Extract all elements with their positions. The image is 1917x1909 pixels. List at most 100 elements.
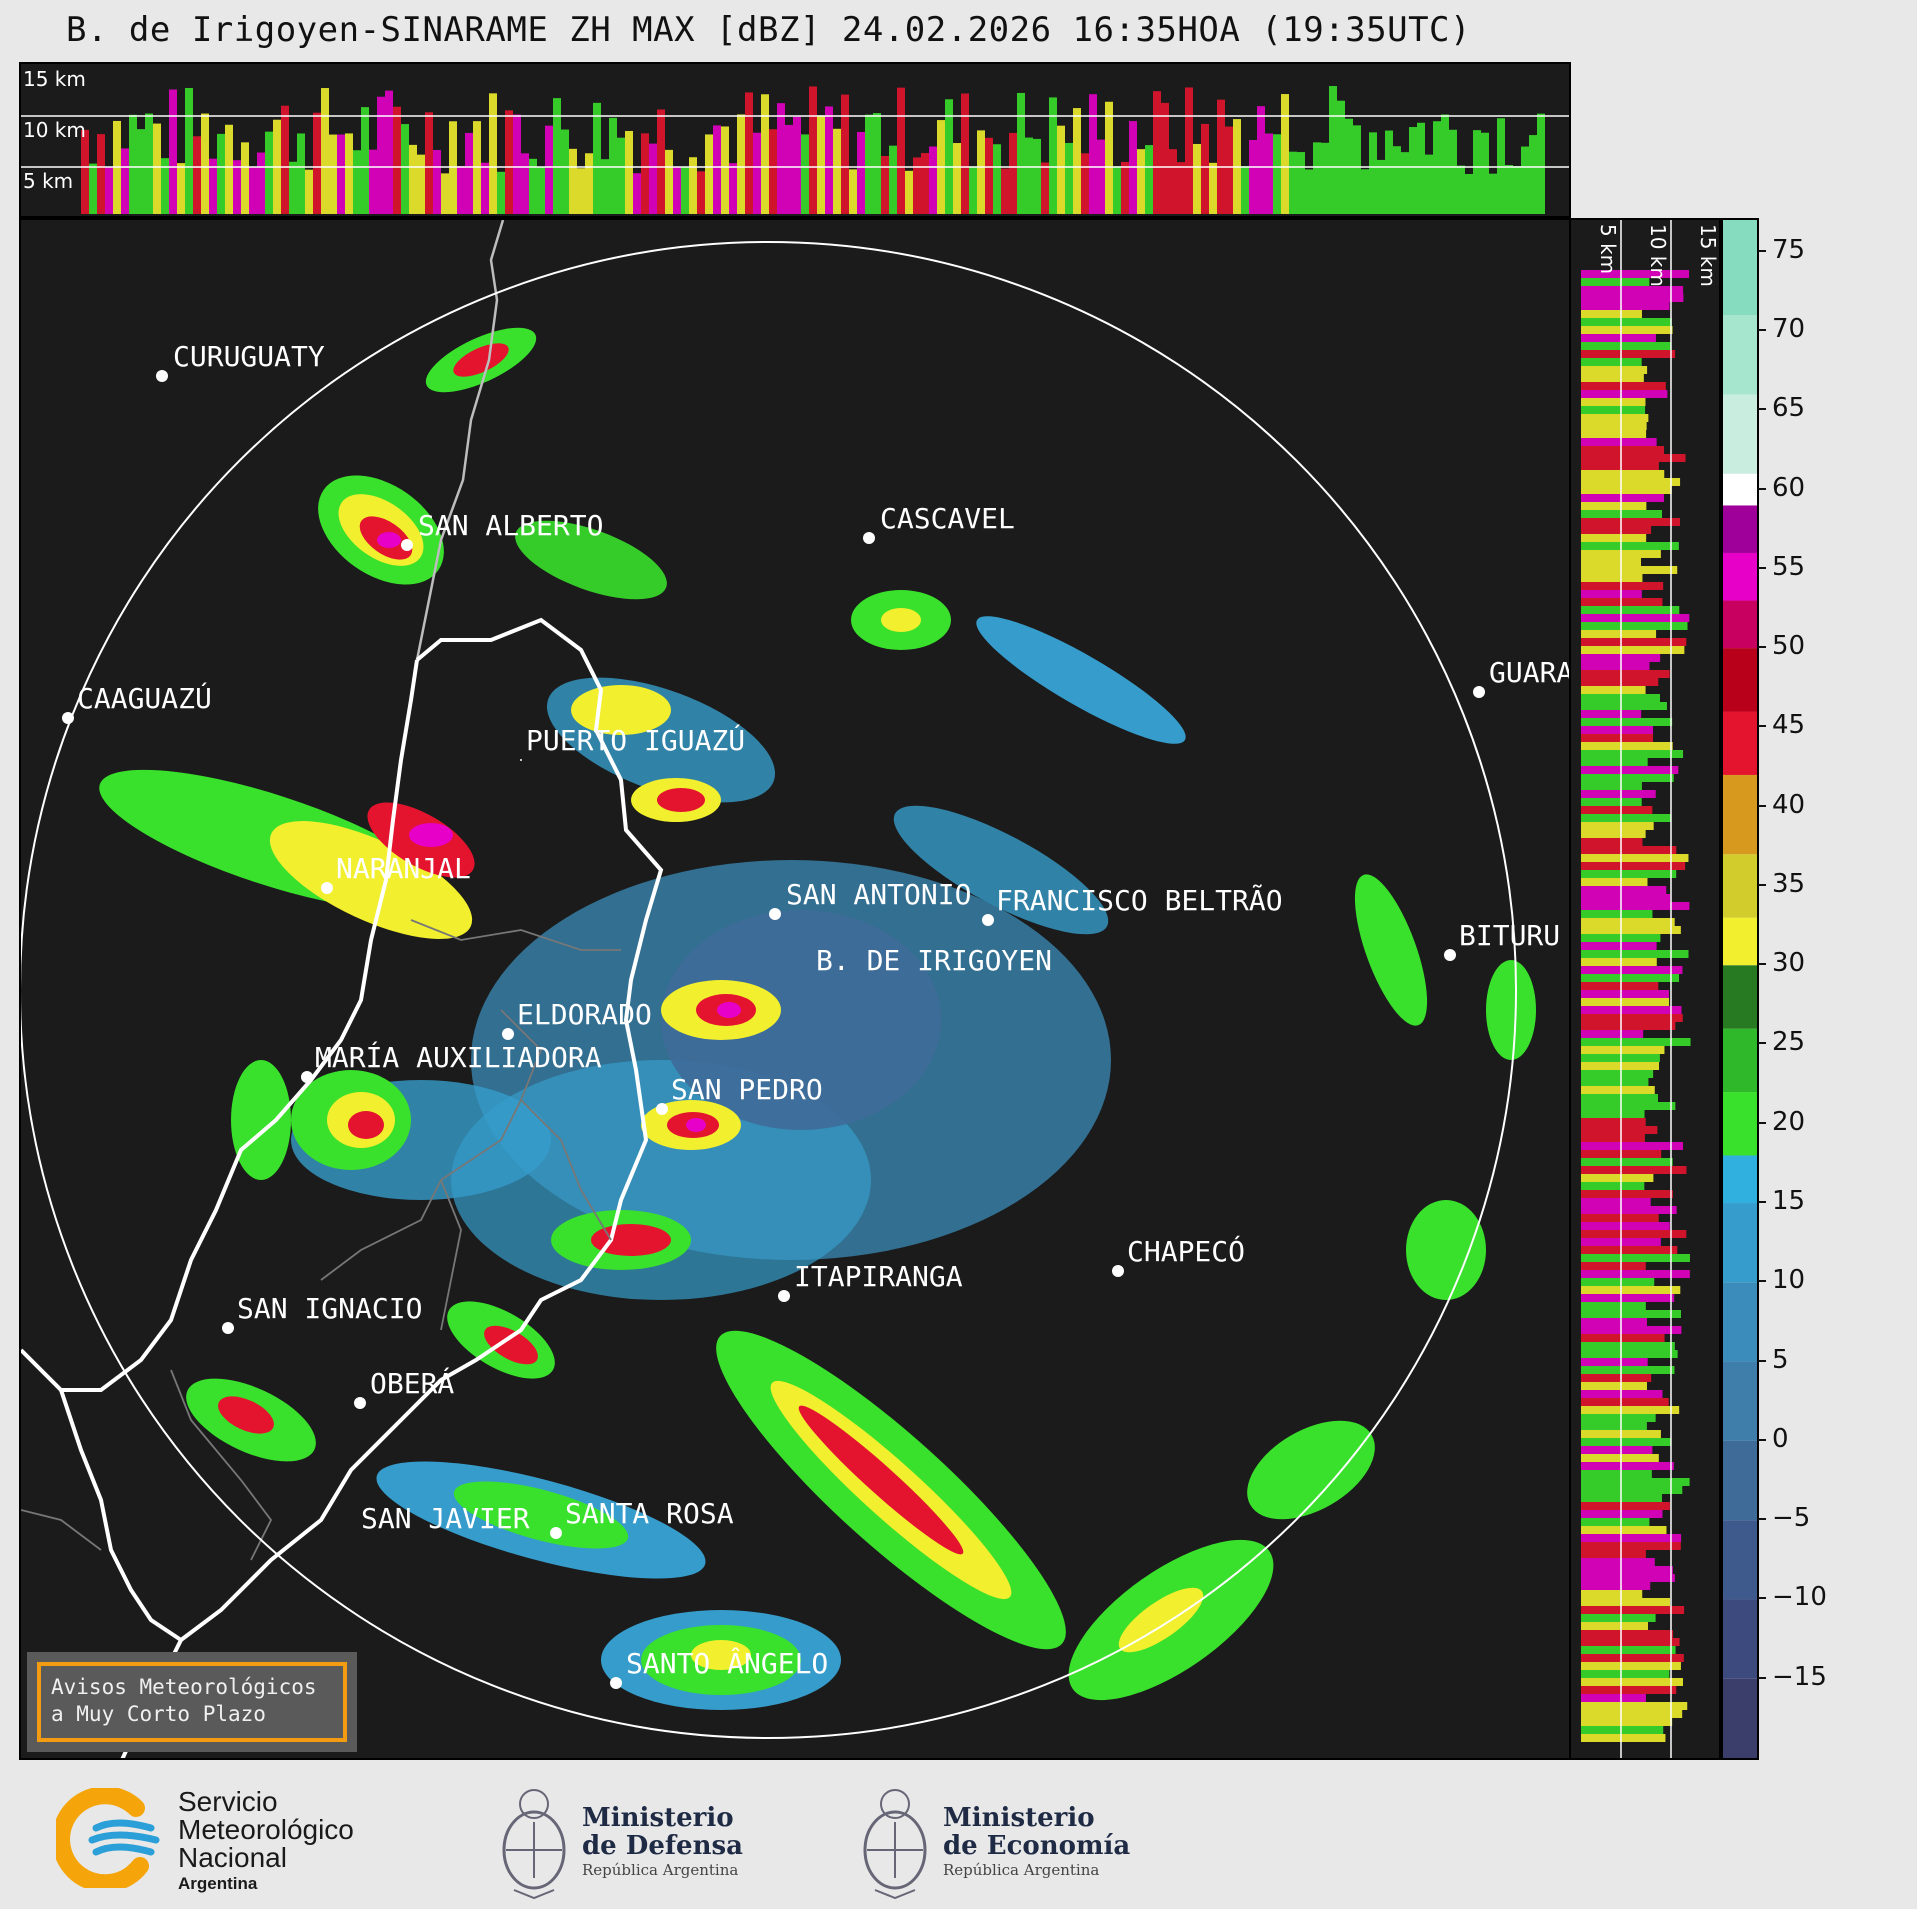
colorbar-band [1723, 1155, 1757, 1204]
map-borders [21, 220, 664, 1758]
colorbar-tick-label: 65 [1757, 393, 1805, 423]
svg-text:SANTO ÂNGELO: SANTO ÂNGELO [626, 1646, 828, 1680]
svg-text:SAN JAVIER: SAN JAVIER [361, 1502, 530, 1535]
svg-text:PUERTO IGUAZÚ: PUERTO IGUAZÚ [526, 723, 745, 757]
city-b-de-irigoyen: B. DE IRIGOYEN [816, 944, 1052, 977]
city-san-ignacio: SAN IGNACIO [222, 1292, 422, 1334]
city-francisco-beltrao: FRANCISCO BELTRÃO [982, 884, 1283, 926]
colorbar-band [1723, 965, 1757, 1029]
colorbar-tick-label: 75 [1757, 235, 1805, 265]
side-height-label-5km: 5 km [1596, 224, 1620, 274]
colorbar-tick-label: 45 [1757, 710, 1805, 740]
city-san-antonio: SAN ANTONIO [769, 878, 971, 920]
coat-of-arms-icon [502, 1789, 566, 1900]
colorbar-band [1723, 854, 1757, 918]
colorbar-band [1723, 774, 1757, 855]
colorbar-tick-label: −10 [1758, 1582, 1827, 1612]
colorbar-tick-label: −15 [1758, 1662, 1827, 1692]
colorbar-tick-label: 35 [1757, 869, 1805, 899]
smn-line3: Nacional [178, 1842, 287, 1873]
smn-line2: Meteorológico [178, 1814, 354, 1845]
defensa-line2: de Defensa [582, 1831, 743, 1861]
economia-line2: de Economía [943, 1831, 1131, 1861]
city-san-pedro: SAN PEDRO [656, 1073, 823, 1115]
colorbar-band [1723, 473, 1757, 506]
colorbar-tick-label: 0 [1758, 1424, 1789, 1454]
ministerio-economia-logo: Ministerio de Economía República Argenti… [855, 1782, 1145, 1902]
city-san-javier: SAN JAVIER [361, 1502, 530, 1535]
colorbar-band [1723, 1361, 1757, 1441]
colorbar-tick-label: 40 [1757, 790, 1805, 820]
colorbar-band [1723, 1028, 1757, 1093]
smn-logo-icon [56, 1788, 160, 1888]
top-height-label-15km: 15 km [23, 67, 86, 91]
city-caaguazu: CAAGUAZÚ [62, 681, 212, 724]
footer: Servicio Meteorológico Nacional Argentin… [0, 1760, 1917, 1909]
colorbar-band [1723, 711, 1757, 775]
city-puerto-iguazu: PUERTO IGUAZÚ [520, 723, 745, 761]
side-cross-section-panel: 5 km 10 km 15 km [1569, 218, 1721, 1760]
colorbar-band [1723, 1203, 1757, 1283]
side-cross-section-svg: 5 km 10 km 15 km [1581, 220, 1720, 1758]
svg-text:CAAGUAZÚ: CAAGUAZÚ [77, 681, 212, 715]
city-bituru: BITURU [1444, 919, 1560, 961]
coat-of-arms-icon [863, 1789, 927, 1900]
alert-box-inner: Avisos Meteorológicos a Muy Corto Plazo [37, 1662, 347, 1742]
reflectivity-echoes [99, 327, 1536, 1710]
economia-line3: República Argentina [943, 1861, 1100, 1879]
colorbar-band [1723, 1092, 1757, 1156]
top-cross-section-svg: 15 km 10 km 5 km [21, 67, 1569, 214]
svg-text:CASCAVEL: CASCAVEL [880, 502, 1015, 535]
dbz-colorbar [1721, 218, 1759, 1760]
alert-box[interactable]: Avisos Meteorológicos a Muy Corto Plazo [27, 1652, 357, 1752]
side-height-label-10km: 10 km [1646, 224, 1670, 287]
colorbar-band [1723, 394, 1757, 474]
colorbar-band [1723, 1599, 1757, 1679]
radar-map-panel: CURUGUATY SAN ALBERTO CASCAVEL CAAGUAZÚ … [19, 218, 1571, 1760]
colorbar-band [1723, 1678, 1757, 1758]
svg-text:ITAPIRANGA: ITAPIRANGA [794, 1260, 963, 1293]
svg-text:GUARA: GUARA [1489, 656, 1571, 689]
side-height-label-15km: 15 km [1696, 224, 1720, 287]
colorbar-tick-label: 25 [1757, 1027, 1805, 1057]
city-santo-angelo: SANTO ÂNGELO [610, 1646, 828, 1689]
colorbar-tick-label: 20 [1757, 1107, 1805, 1137]
alert-line1: Avisos Meteorológicos [51, 1675, 317, 1699]
colorbar-band [1723, 315, 1757, 395]
city-san-alberto: SAN ALBERTO [401, 509, 603, 551]
dbz-colorbar-svg [1723, 220, 1757, 1758]
colorbar-band [1723, 648, 1757, 712]
colorbar-tick-label: 5 [1758, 1345, 1789, 1375]
city-cascavel: CASCAVEL [863, 502, 1015, 544]
economia-line1: Ministerio [943, 1803, 1095, 1833]
page-title: B. de Irigoyen-SINARAME ZH MAX [dBZ] 24.… [66, 10, 1471, 50]
top-cross-section-panel: 15 km 10 km 5 km [19, 62, 1571, 218]
smn-logo: Servicio Meteorológico Nacional Argentin… [56, 1788, 476, 1898]
colorbar-tick-label: 60 [1757, 473, 1805, 503]
colorbar-tick-label: 50 [1757, 631, 1805, 661]
colorbar-band [1723, 600, 1757, 649]
defensa-line3: República Argentina [582, 1861, 739, 1879]
svg-text:SAN PEDRO: SAN PEDRO [671, 1073, 823, 1106]
city-curuguaty: CURUGUATY [156, 340, 325, 382]
svg-text:SANTA ROSA: SANTA ROSA [565, 1497, 734, 1530]
colorbar-tick-label: 55 [1757, 552, 1805, 582]
svg-text:CURUGUATY: CURUGUATY [173, 340, 325, 373]
colorbar-tick-label: 30 [1757, 948, 1805, 978]
alert-line2: a Muy Corto Plazo [51, 1702, 266, 1726]
city-santa-rosa: SANTA ROSA [550, 1497, 734, 1539]
colorbar-band [1723, 220, 1757, 316]
defensa-line1: Ministerio [582, 1803, 734, 1833]
svg-text:B. DE IRIGOYEN: B. DE IRIGOYEN [816, 944, 1052, 977]
smn-country: Argentina [178, 1874, 258, 1893]
city-obera: OBERÁ [354, 1366, 454, 1409]
range-ring [21, 241, 1517, 1739]
svg-text:MARÍA AUXILIADORA: MARÍA AUXILIADORA [315, 1040, 602, 1074]
colorbar-band [1723, 1520, 1757, 1600]
svg-text:SAN IGNACIO: SAN IGNACIO [237, 1292, 422, 1325]
colorbar-band [1723, 1440, 1757, 1521]
city-chapeco: CHAPECÓ [1112, 1234, 1245, 1277]
colorbar-band [1723, 552, 1757, 601]
svg-text:SAN ALBERTO: SAN ALBERTO [418, 509, 603, 542]
colorbar-band [1723, 1282, 1757, 1362]
